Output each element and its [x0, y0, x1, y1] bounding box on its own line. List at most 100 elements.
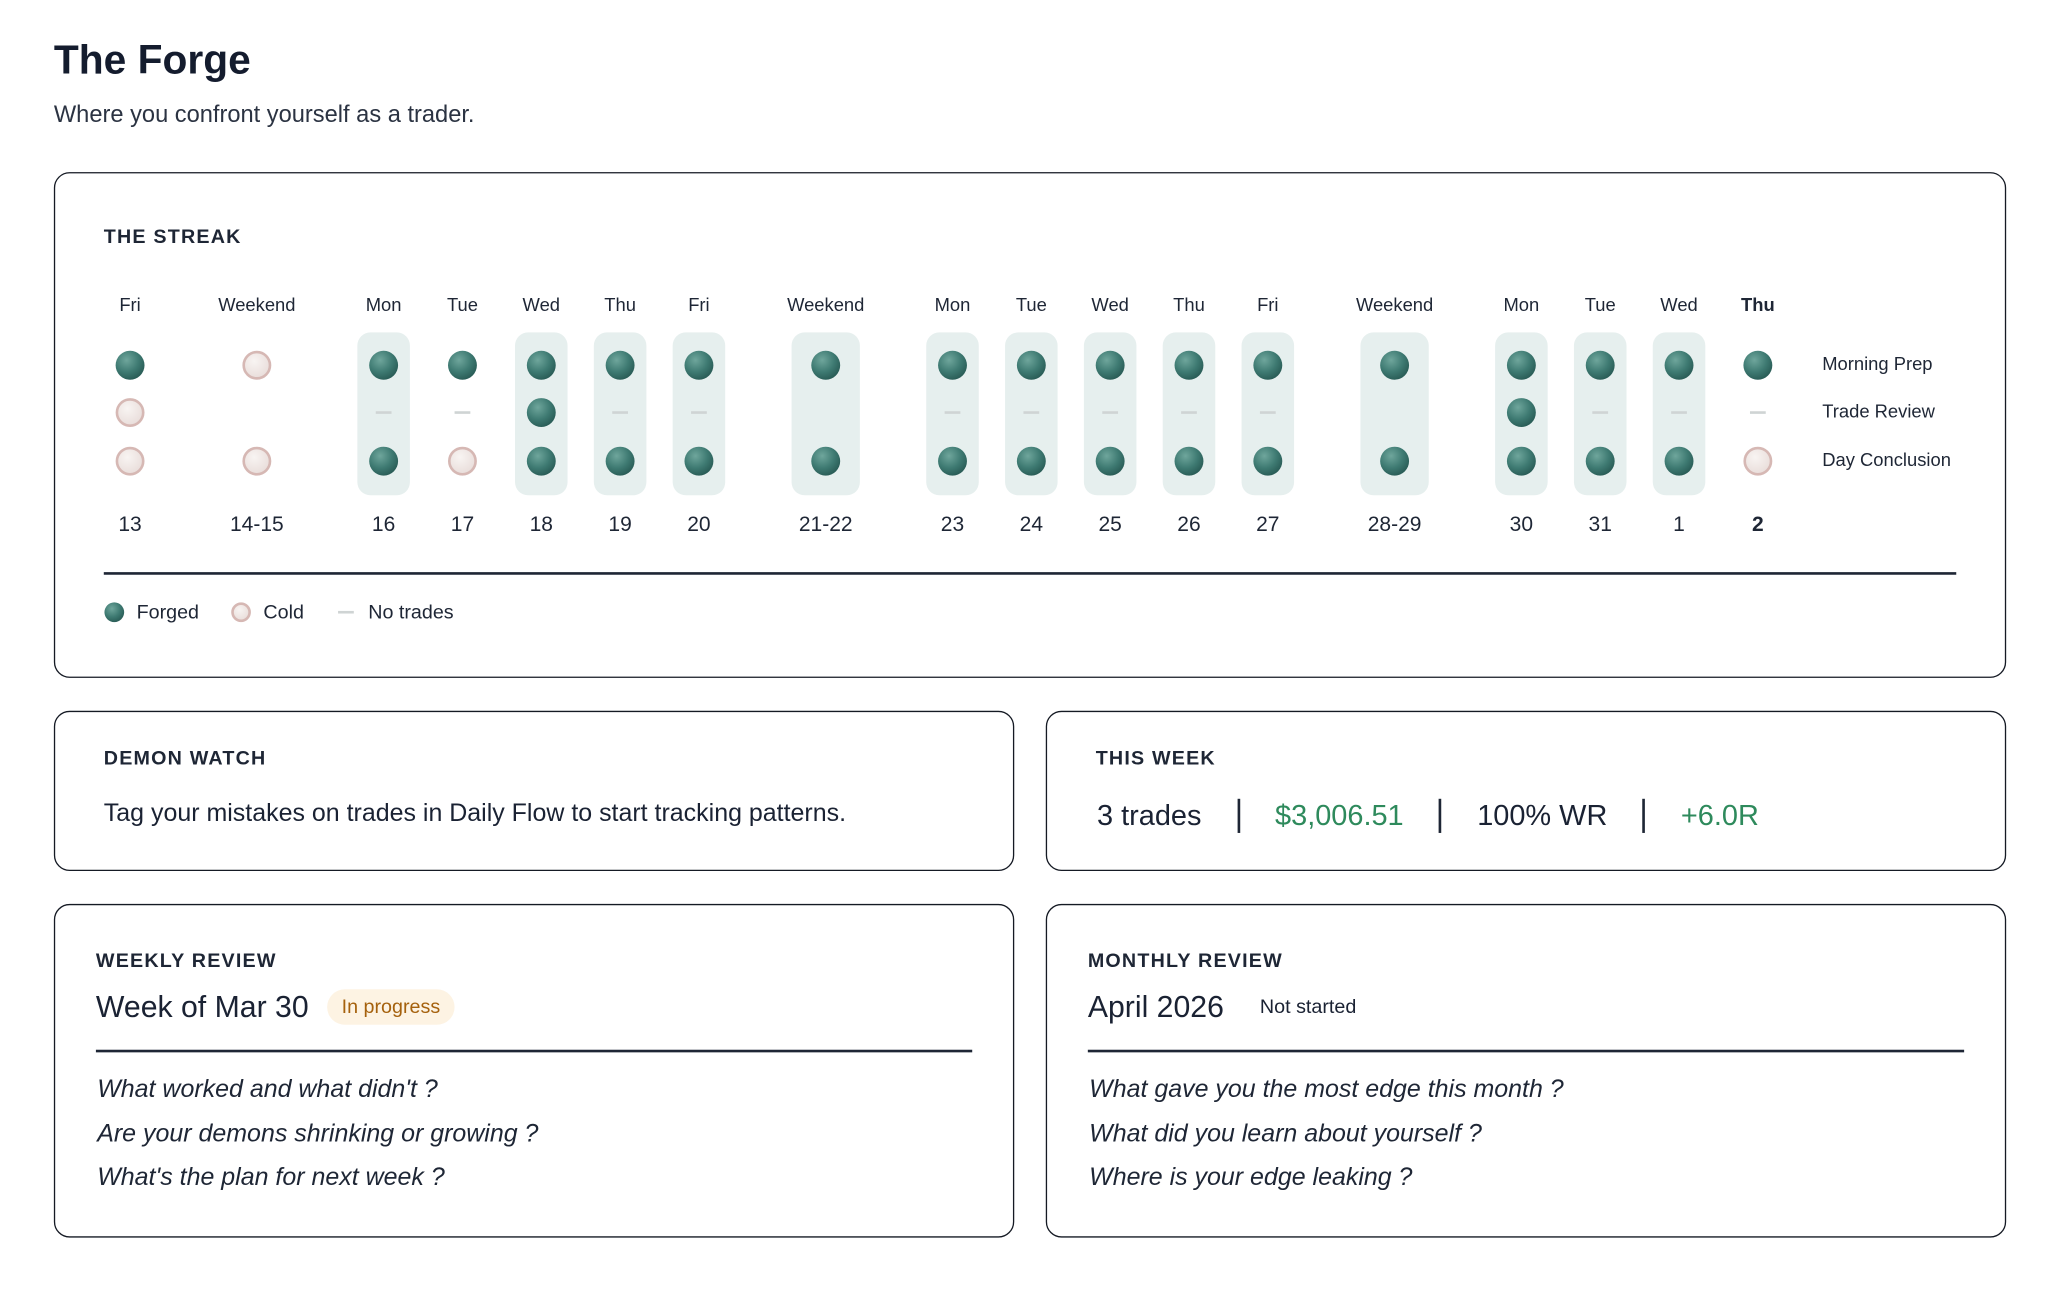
date-label: 21-22: [799, 513, 853, 536]
date-label: 24: [1020, 513, 1044, 536]
status-dot: [1253, 350, 1283, 380]
status-dot: [526, 446, 556, 476]
day-label: Weekend: [1356, 294, 1433, 315]
status-dot: [1585, 350, 1615, 380]
status-dot: [684, 350, 714, 380]
status-dot: [1016, 350, 1046, 380]
demon-watch-card: DEMON WATCH Tag your mistakes on trades …: [53, 710, 1015, 872]
status-dot: [1585, 446, 1615, 476]
date-label: 31: [1589, 513, 1612, 536]
review-heading: April 2026: [1087, 989, 1224, 1024]
date-label: 13: [118, 513, 141, 536]
day-label: Tue: [1016, 294, 1047, 315]
day-label: Mon: [366, 294, 402, 315]
status-dot: [605, 350, 635, 380]
date-label: 18: [530, 513, 553, 536]
date-label: 25: [1098, 513, 1121, 536]
status-dot: [369, 446, 399, 476]
row-label: Trade Review: [1822, 400, 1935, 421]
divider: [1087, 1049, 1965, 1053]
day-label: Thu: [604, 294, 636, 315]
status-dot: [1506, 398, 1536, 427]
status-dot: [242, 350, 272, 380]
status-badge: Not started: [1259, 995, 1357, 1019]
this-week-card: THIS WEEK 3 trades $3,006.51 100% WR +6.0R: [1045, 710, 2007, 872]
active-day-pill: [1360, 332, 1429, 496]
status-dot: [938, 446, 967, 476]
status-dot: [369, 350, 399, 380]
status-dot: [1664, 446, 1694, 476]
legend-label: No trades: [368, 602, 454, 624]
date-label: 23: [941, 513, 964, 536]
page-subtitle: Where you confront yourself as a trader.: [53, 101, 475, 128]
prompt: What's the plan for next week ?: [97, 1164, 445, 1192]
status-dot: [1380, 350, 1410, 380]
status-dot: [448, 446, 477, 476]
status-dot: [684, 446, 714, 476]
status-dot: [1253, 446, 1283, 476]
page-title: The Forge: [53, 36, 251, 83]
status-dot: [1095, 446, 1125, 476]
card-title: THIS WEEK: [1095, 747, 1216, 770]
row-label: Morning Prep: [1822, 353, 1932, 374]
day-label: Mon: [1504, 294, 1540, 315]
separator: [1236, 798, 1240, 833]
status-dot: [811, 350, 841, 380]
day-label: Thu: [1741, 294, 1775, 315]
status-dot: [1174, 350, 1204, 380]
status-dot: [448, 350, 477, 380]
streak-card: THE STREAK Fri 13 Weekend 14-15 Mon 16 Tue 17 We…: [53, 172, 2007, 678]
status-dot: [1095, 350, 1125, 380]
stat: 3 trades: [1097, 798, 1202, 832]
status-dot: [1664, 350, 1694, 380]
day-label: Wed: [1660, 294, 1697, 315]
day-label: Tue: [447, 294, 478, 315]
prompt: What did you learn about yourself ?: [1089, 1120, 1482, 1148]
legend-label: Cold: [263, 602, 304, 624]
date-label: 28-29: [1368, 513, 1422, 536]
stat: $3,006.51: [1275, 798, 1404, 832]
date-label: 17: [451, 513, 474, 536]
status-dot: [938, 350, 967, 380]
divider: [95, 1049, 973, 1053]
day-label: Wed: [523, 294, 560, 315]
legend-label: Forged: [137, 602, 199, 624]
status-dot: [1016, 446, 1046, 476]
day-label: Fri: [119, 294, 140, 315]
status-dot: [1743, 446, 1773, 476]
status-dot: [115, 350, 145, 380]
date-label: 2: [1752, 513, 1764, 536]
status-dot: [1174, 446, 1204, 476]
status-dot: [1506, 446, 1536, 476]
date-label: 30: [1510, 513, 1533, 536]
card-text: Tag your mistakes on trades in Daily Flo…: [103, 800, 847, 828]
separator: [1439, 798, 1442, 833]
status-dot: [1743, 350, 1773, 380]
day-label: Tue: [1585, 294, 1616, 315]
card-title: DEMON WATCH: [103, 747, 267, 770]
date-label: 16: [372, 513, 395, 536]
status-dot: [115, 446, 145, 476]
row-label: Day Conclusion: [1822, 449, 1951, 470]
date-label: 1: [1673, 513, 1685, 536]
prompt: What worked and what didn't ?: [97, 1076, 438, 1104]
status-dot: [526, 398, 556, 427]
prompt: What gave you the most edge this month ?: [1089, 1076, 1564, 1104]
status-dot: [811, 446, 841, 476]
status-dot: [115, 398, 145, 427]
day-label: Fri: [1257, 294, 1278, 315]
card-title: MONTHLY REVIEW: [1087, 949, 1283, 973]
status-badge: In progress: [327, 989, 455, 1025]
status-dot: [1380, 446, 1410, 476]
status-dot: [231, 602, 251, 623]
weekly-review-card[interactable]: WEEKLY REVIEW Week of Mar 30 In progress…: [53, 903, 1015, 1238]
date-label: 20: [687, 513, 710, 536]
monthly-review-card[interactable]: MONTHLY REVIEW April 2026 Not started Wh…: [1045, 903, 2007, 1238]
day-label: Weekend: [218, 294, 295, 315]
status-dot: [605, 446, 635, 476]
day-label: Mon: [935, 294, 971, 315]
day-label: Wed: [1091, 294, 1128, 315]
date-label: 19: [608, 513, 631, 536]
